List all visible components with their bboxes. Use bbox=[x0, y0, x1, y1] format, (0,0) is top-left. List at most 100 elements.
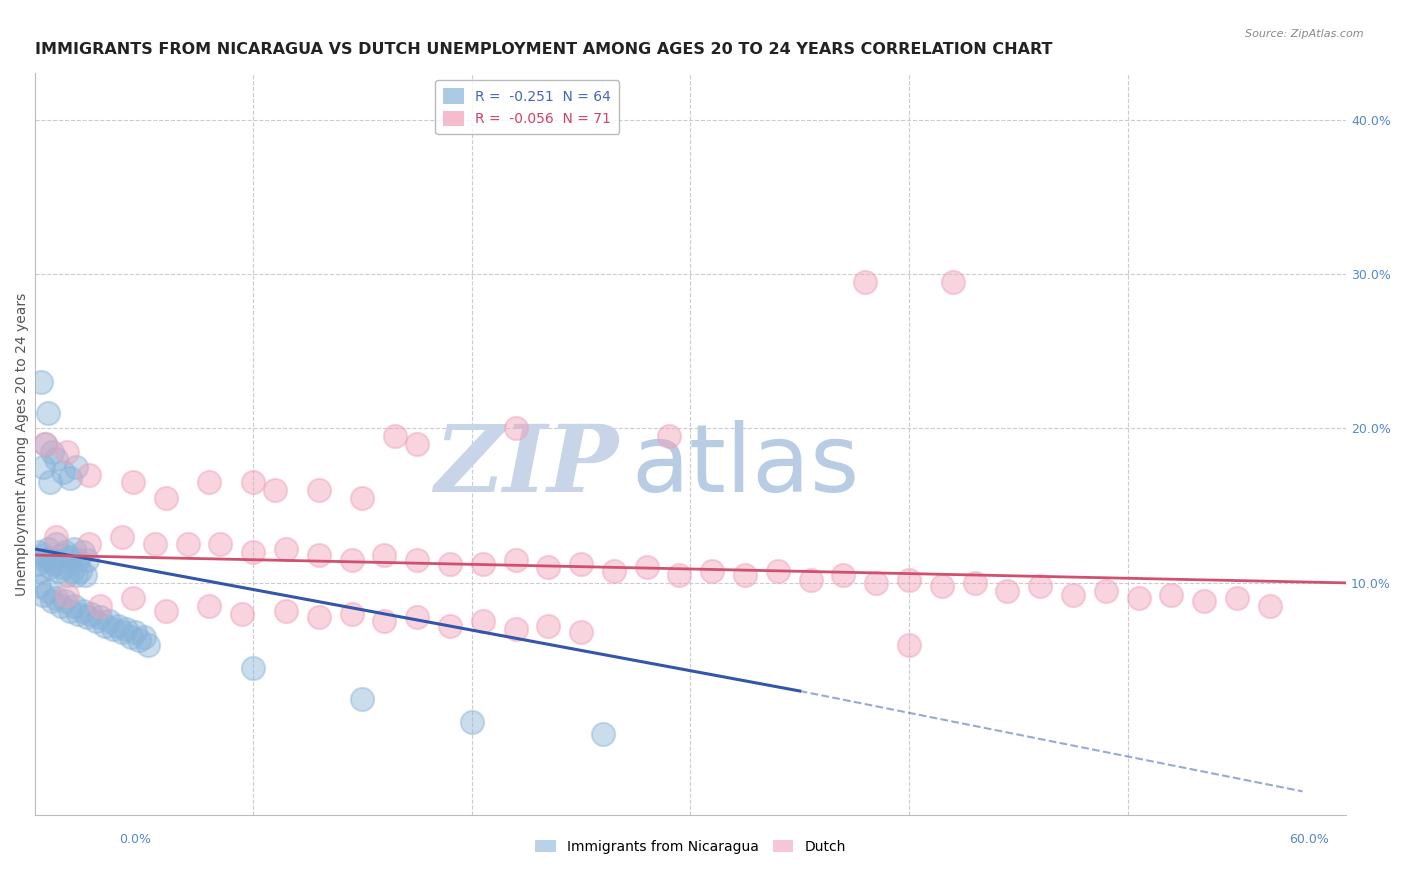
Point bbox=[120, 630, 142, 644]
Point bbox=[53, 545, 76, 559]
Point bbox=[60, 564, 83, 578]
Point bbox=[103, 622, 125, 636]
Point bbox=[308, 548, 330, 562]
Point bbox=[832, 568, 855, 582]
Point bbox=[1094, 583, 1116, 598]
Point bbox=[340, 552, 363, 566]
Point bbox=[352, 691, 374, 706]
Point bbox=[406, 552, 429, 566]
Point bbox=[668, 568, 690, 582]
Point bbox=[76, 552, 98, 566]
Point bbox=[111, 625, 134, 640]
Point bbox=[853, 275, 876, 289]
Point bbox=[67, 552, 90, 566]
Point bbox=[38, 560, 60, 574]
Point bbox=[37, 541, 59, 556]
Point bbox=[963, 575, 986, 590]
Point bbox=[122, 475, 145, 490]
Point bbox=[34, 437, 56, 451]
Point bbox=[155, 604, 177, 618]
Text: ZIP: ZIP bbox=[434, 421, 619, 511]
Point bbox=[198, 599, 221, 613]
Point bbox=[89, 599, 111, 613]
Point bbox=[73, 568, 96, 582]
Point bbox=[58, 549, 80, 564]
Point bbox=[766, 564, 789, 578]
Point bbox=[898, 573, 921, 587]
Point bbox=[209, 537, 232, 551]
Point bbox=[800, 573, 823, 587]
Point bbox=[37, 583, 59, 598]
Point bbox=[63, 599, 86, 613]
Point bbox=[898, 638, 921, 652]
Point bbox=[58, 604, 80, 618]
Point bbox=[308, 610, 330, 624]
Point bbox=[53, 594, 76, 608]
Point bbox=[45, 530, 67, 544]
Text: atlas: atlas bbox=[631, 420, 859, 512]
Point bbox=[274, 604, 297, 618]
Point bbox=[439, 558, 461, 572]
Point bbox=[37, 406, 59, 420]
Point bbox=[406, 610, 429, 624]
Point bbox=[28, 545, 51, 559]
Point bbox=[997, 583, 1019, 598]
Point bbox=[65, 460, 87, 475]
Point bbox=[67, 607, 90, 621]
Point bbox=[115, 622, 138, 636]
Point bbox=[636, 560, 658, 574]
Point bbox=[931, 579, 953, 593]
Point bbox=[30, 564, 52, 578]
Point bbox=[111, 530, 134, 544]
Point bbox=[89, 610, 111, 624]
Point bbox=[1160, 588, 1182, 602]
Point bbox=[58, 471, 80, 485]
Point bbox=[1029, 579, 1052, 593]
Point bbox=[52, 560, 75, 574]
Point bbox=[406, 437, 429, 451]
Point bbox=[143, 537, 166, 551]
Point bbox=[1258, 599, 1281, 613]
Point bbox=[65, 568, 87, 582]
Point bbox=[63, 541, 86, 556]
Point bbox=[352, 491, 374, 505]
Point bbox=[49, 548, 72, 562]
Point bbox=[132, 630, 155, 644]
Point bbox=[34, 437, 56, 451]
Point bbox=[176, 537, 198, 551]
Point bbox=[231, 607, 253, 621]
Point bbox=[32, 588, 55, 602]
Point bbox=[384, 429, 406, 443]
Point bbox=[942, 275, 965, 289]
Point bbox=[41, 444, 63, 458]
Point bbox=[97, 615, 120, 629]
Point bbox=[45, 591, 67, 606]
Point bbox=[603, 564, 626, 578]
Point bbox=[34, 552, 56, 566]
Point bbox=[93, 619, 115, 633]
Point bbox=[373, 615, 395, 629]
Point bbox=[569, 625, 592, 640]
Point bbox=[1192, 594, 1215, 608]
Point bbox=[308, 483, 330, 498]
Point bbox=[77, 467, 100, 482]
Point bbox=[264, 483, 287, 498]
Point bbox=[274, 541, 297, 556]
Point bbox=[45, 537, 67, 551]
Point bbox=[107, 619, 129, 633]
Point bbox=[439, 619, 461, 633]
Point bbox=[657, 429, 679, 443]
Point bbox=[471, 558, 494, 572]
Point bbox=[1226, 591, 1249, 606]
Point bbox=[84, 615, 107, 629]
Y-axis label: Unemployment Among Ages 20 to 24 years: Unemployment Among Ages 20 to 24 years bbox=[15, 293, 30, 596]
Point bbox=[198, 475, 221, 490]
Point bbox=[48, 564, 70, 578]
Point bbox=[865, 575, 887, 590]
Point bbox=[569, 558, 592, 572]
Point bbox=[77, 537, 100, 551]
Point bbox=[373, 548, 395, 562]
Point bbox=[461, 714, 484, 729]
Text: 0.0%: 0.0% bbox=[120, 833, 152, 846]
Point bbox=[41, 552, 63, 566]
